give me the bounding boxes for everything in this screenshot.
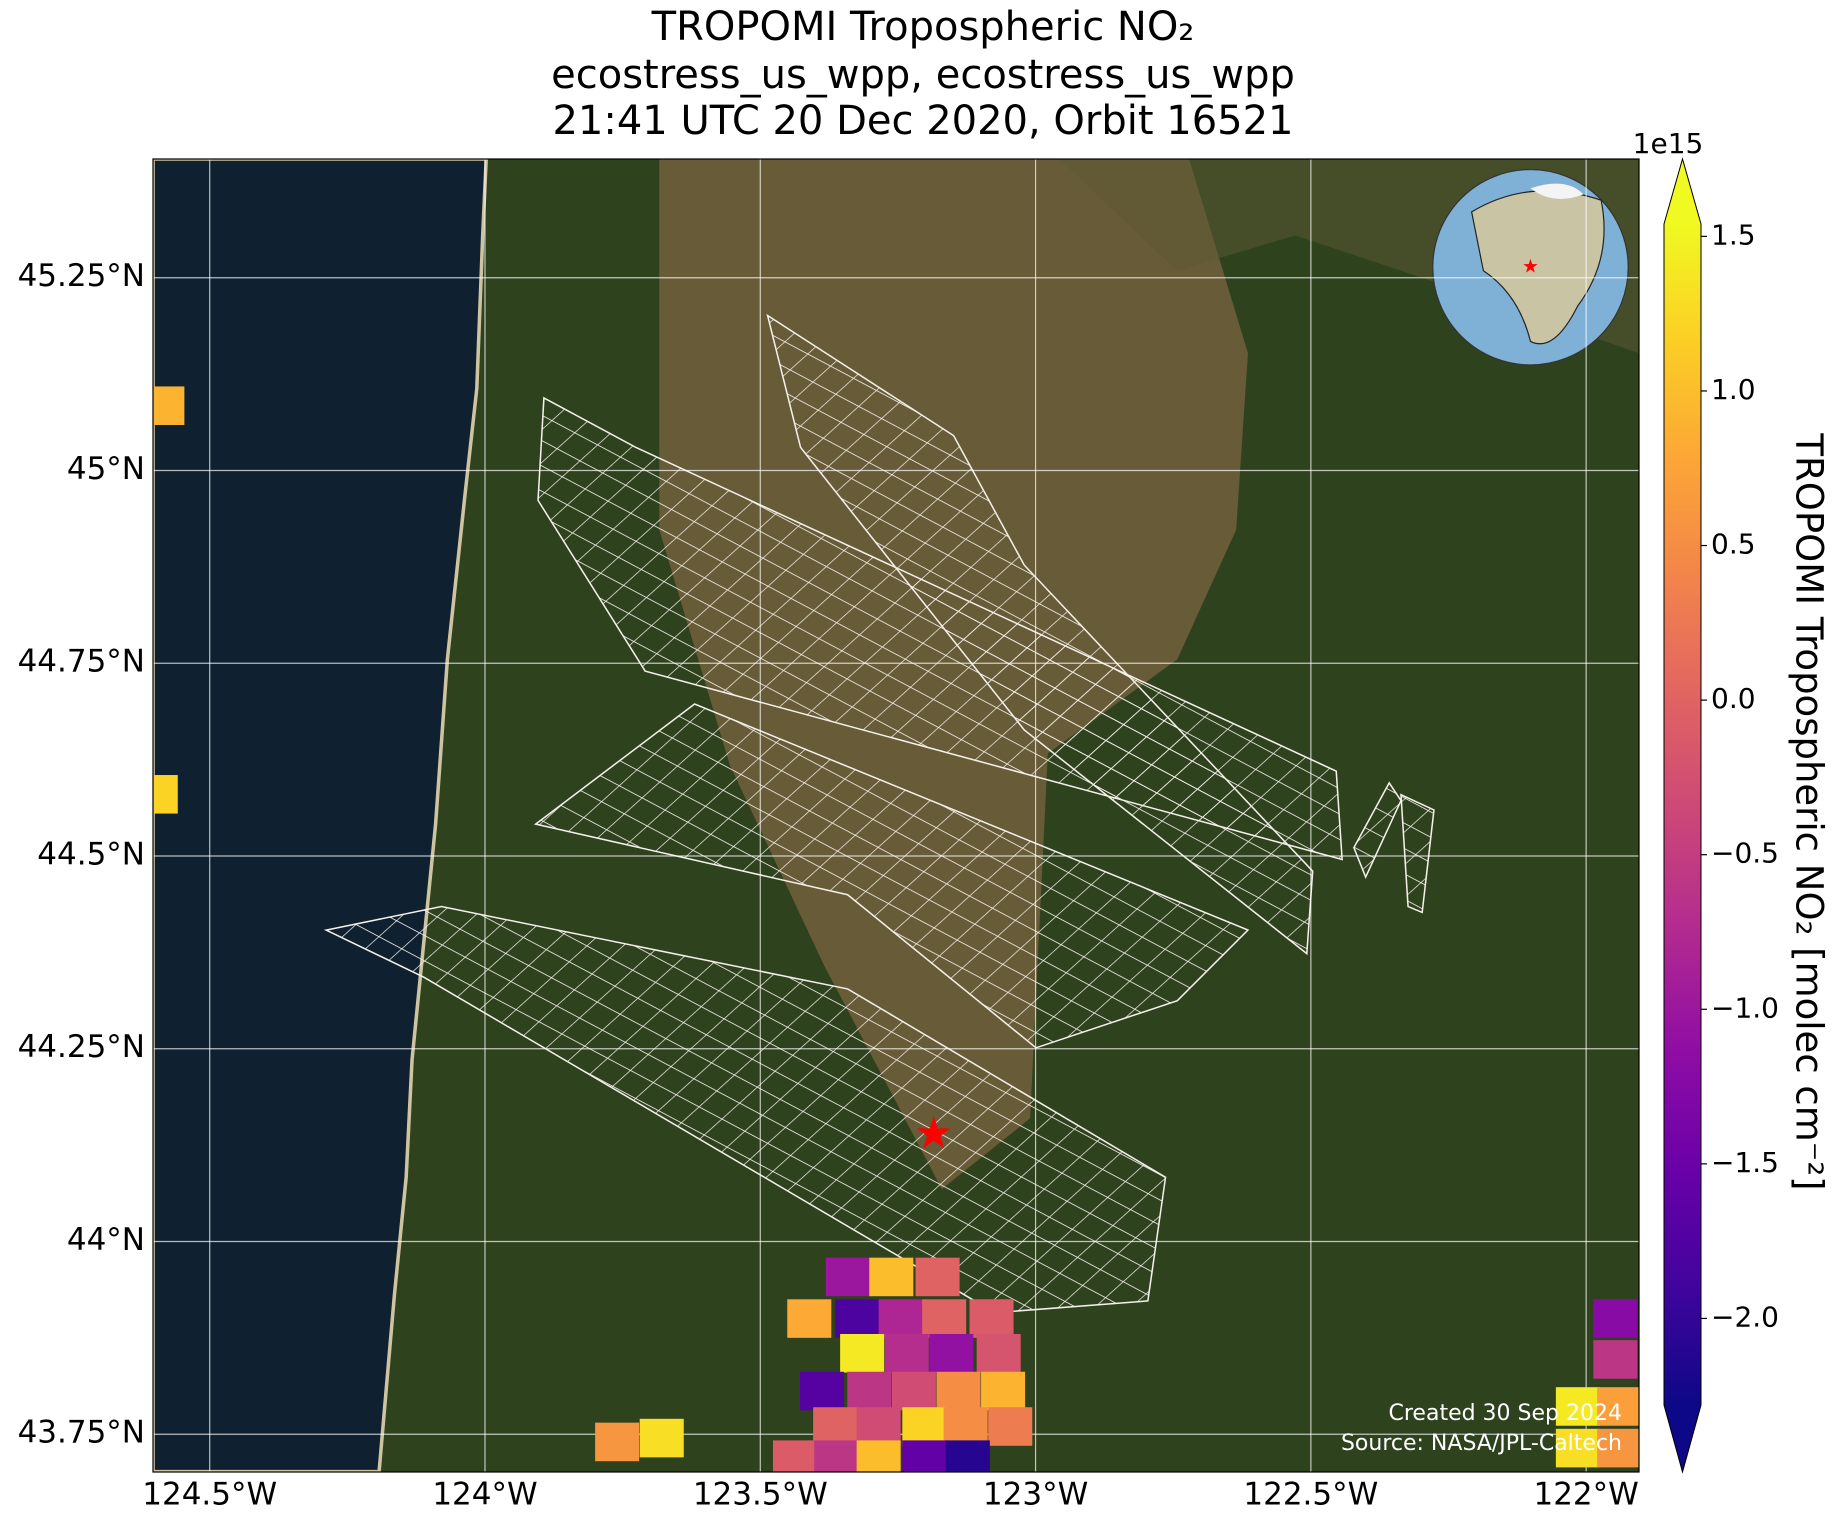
no2-cell: [915, 1257, 960, 1297]
no2-cell: [153, 775, 178, 814]
x-tick-label: 123.5°W: [693, 1477, 828, 1513]
no2-cell: [799, 1371, 844, 1411]
no2-cell: [595, 1422, 640, 1462]
no2-cell: [1555, 1387, 1600, 1426]
no2-cell: [825, 1257, 870, 1297]
no2-cell: [840, 1333, 885, 1373]
no2-cell: [814, 1440, 859, 1472]
x-tick-label: 123°W: [983, 1477, 1088, 1513]
no2-cell: [891, 1371, 936, 1411]
credit: Created 30 Sep 2024: [1389, 1401, 1623, 1426]
y-tick-label: 44.75°N: [18, 644, 145, 680]
no2-cell: [847, 1371, 892, 1411]
no2-cell: [1593, 1299, 1638, 1338]
no2-cell: [976, 1333, 1021, 1373]
no2-cell: [929, 1333, 974, 1373]
no2-cell: [969, 1299, 1014, 1338]
no2-cell: [1593, 1340, 1638, 1379]
no2-cell: [1597, 1428, 1639, 1468]
subtitle: ecostress_us_wpp, ecostress_us_wpp: [551, 52, 1295, 98]
colorbar-tick-label: −2.0: [1711, 1300, 1779, 1333]
colorbar-tick-label: 1.5: [1711, 218, 1756, 251]
y-tick-label: 44.5°N: [37, 836, 145, 872]
credit: Source: NASA/JPL-Caltech: [1341, 1431, 1622, 1456]
colorbar-tick-label: 0.0: [1711, 682, 1756, 715]
footprints: [323, 313, 1435, 1314]
no2-cell: [835, 1299, 880, 1338]
colorbar-tick-label: −0.5: [1711, 837, 1779, 870]
no2-cell: [1555, 1428, 1600, 1468]
no2-cell: [1597, 1387, 1639, 1426]
target-star: ★: [914, 1108, 953, 1159]
subtitle: 21:41 UTC 20 Dec 2020, Orbit 16521: [552, 98, 1293, 144]
colorbar-extend: [1664, 1405, 1701, 1472]
no2-cell: [869, 1257, 914, 1297]
colorbar-tick-label: −1.5: [1711, 1146, 1779, 1179]
colorbar: [1664, 224, 1701, 1405]
no2-cell: [981, 1371, 1026, 1411]
colorbar-tick-label: −1.0: [1711, 991, 1779, 1024]
no2-cell: [936, 1371, 981, 1411]
colorbar-tick-label: 0.5: [1711, 528, 1756, 561]
no2-cell: [772, 1440, 817, 1472]
no2-cell: [878, 1299, 923, 1338]
colorbar-tick-label: 1.0: [1711, 373, 1756, 406]
globe-star: ★: [1522, 257, 1539, 278]
no2-cell: [153, 386, 185, 425]
no2-cell: [902, 1440, 947, 1472]
no2-cell: [884, 1333, 929, 1373]
y-tick-label: 44°N: [67, 1222, 145, 1258]
x-tick-label: 122°W: [1533, 1477, 1638, 1513]
y-tick-label: 43.75°N: [18, 1415, 145, 1451]
map-area: ★ ★: [153, 159, 1639, 1472]
no2-cell: [922, 1299, 967, 1338]
no2-cell: [945, 1440, 990, 1472]
basemap: ★: [153, 159, 1639, 1472]
title: TROPOMI Tropospheric NO₂: [651, 4, 1195, 50]
no2-cell: [856, 1407, 901, 1446]
ocean: [153, 159, 488, 1472]
colorbar-offset: 1e15: [1633, 127, 1704, 160]
x-tick-label: 122.5°W: [1243, 1477, 1378, 1513]
no2-cell: [787, 1299, 832, 1338]
y-tick-label: 45.25°N: [18, 258, 145, 294]
no2-cells: ★: [153, 386, 1639, 1472]
colorbar-label: TROPOMI Tropospheric NO₂ [molec cm⁻²]: [1788, 432, 1831, 1190]
no2-cell: [943, 1407, 988, 1446]
no2-cell: [988, 1407, 1033, 1446]
no2-cell: [856, 1440, 901, 1472]
y-tick-label: 45°N: [67, 451, 145, 487]
x-tick-label: 124.5°W: [142, 1477, 277, 1513]
no2-cell: [639, 1418, 684, 1458]
no2-cell: [902, 1407, 947, 1446]
no2-cell: [813, 1407, 858, 1446]
x-tick-label: 124°W: [432, 1477, 537, 1513]
map-frame: [152, 158, 1640, 1473]
colorbar-outline: [1663, 157, 1702, 1474]
colorbar-extend: [1664, 159, 1701, 224]
globe-ice: [1530, 183, 1584, 199]
y-tick-label: 44.25°N: [18, 1029, 145, 1065]
